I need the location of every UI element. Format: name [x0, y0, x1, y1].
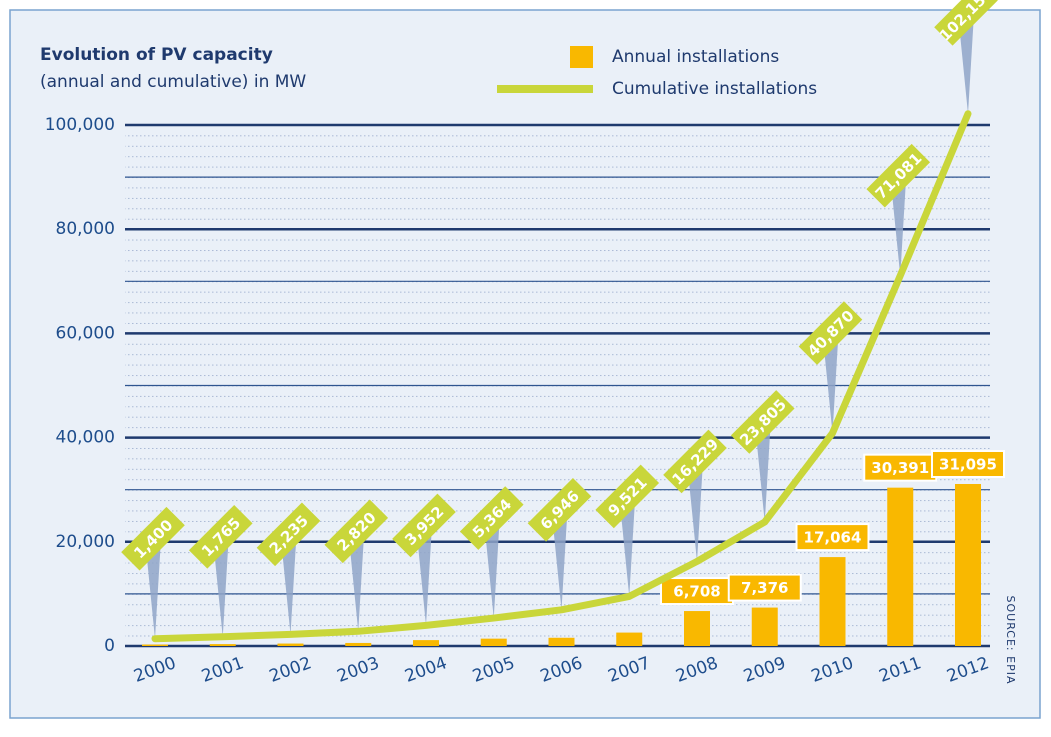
y-tick-label: 20,000	[56, 532, 115, 552]
bar-label-box	[931, 449, 1005, 478]
callout-spike	[754, 421, 771, 522]
source-note: SOURCE: EPIA	[1004, 596, 1017, 685]
callout-spike	[145, 538, 161, 639]
bar	[684, 611, 710, 646]
bar	[616, 632, 643, 646]
callout-spike	[212, 536, 229, 637]
callout-spike	[416, 525, 432, 626]
bar-label-box	[727, 573, 802, 602]
callout-box	[934, 0, 998, 46]
bar-label-box	[863, 453, 938, 482]
callout-box	[595, 464, 660, 529]
bar	[548, 637, 575, 646]
bar	[819, 557, 846, 646]
y-tick-label: 60,000	[56, 323, 115, 343]
callout-box	[392, 493, 456, 558]
legend-label: Annual installations	[612, 47, 779, 67]
callout-spike	[822, 333, 839, 434]
bar-label: 6,708	[673, 583, 720, 601]
callout-box	[459, 486, 524, 550]
legend-label: Cumulative installations	[612, 79, 817, 99]
bar-label: 7,376	[741, 579, 788, 597]
callout-spike	[687, 461, 703, 562]
cumulative-line	[151, 110, 972, 643]
callout-box	[798, 301, 863, 365]
callout-spike	[890, 175, 907, 276]
callout-spike	[619, 496, 636, 597]
y-tick-label: 40,000	[56, 428, 115, 448]
callout-spike	[483, 518, 500, 619]
callout-box	[256, 502, 321, 567]
callout-box	[730, 390, 795, 454]
value-callout: 2,235	[256, 502, 321, 567]
bar	[955, 483, 981, 646]
callout-box	[324, 499, 389, 564]
bar-label: 17,064	[804, 529, 862, 547]
y-tick-label: 100,000	[45, 115, 115, 135]
chart-subtitle: (annual and cumulative) in MW	[40, 72, 306, 92]
callout-box	[663, 429, 727, 494]
callout-box	[527, 477, 592, 542]
chart-title: Evolution of PV capacity	[40, 45, 273, 65]
callout-box	[188, 504, 253, 569]
y-tick-label: 80,000	[56, 219, 115, 239]
bar	[345, 642, 372, 646]
bar-label: 31,095	[939, 455, 997, 473]
bar	[751, 607, 778, 646]
callout-spike	[958, 13, 974, 114]
callout-box	[121, 506, 185, 571]
y-tick-label: 0	[104, 636, 115, 656]
bar	[887, 487, 914, 646]
callout-spike	[551, 509, 568, 610]
callout-spike	[280, 534, 297, 635]
callout-spike	[348, 531, 365, 632]
bar-label: 30,391	[871, 459, 929, 477]
bar	[209, 644, 236, 646]
bar	[142, 644, 168, 646]
bar-label-box	[795, 523, 870, 552]
bar	[480, 638, 507, 646]
bar	[413, 640, 439, 646]
legend: Annual installations Cumulative installat…	[497, 46, 817, 99]
bar	[277, 643, 304, 646]
bar-label-box	[660, 577, 734, 606]
legend-swatch	[570, 46, 593, 68]
callout-box	[866, 143, 931, 208]
